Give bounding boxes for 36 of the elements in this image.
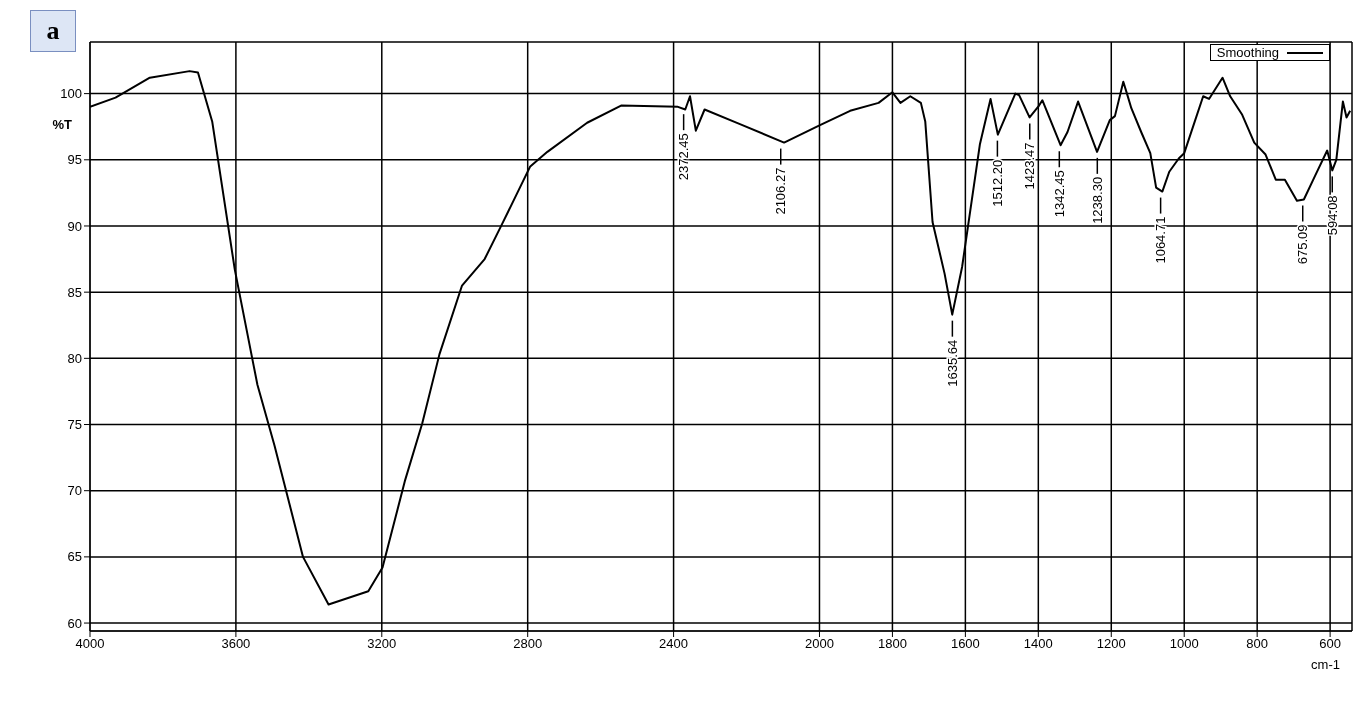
x-tick-label: 1000 xyxy=(1169,636,1199,652)
annotation: 1342.45 xyxy=(1051,170,1067,218)
x-tick-label: 2800 xyxy=(513,636,543,652)
y-tick-label: 70 xyxy=(67,483,82,499)
y-tick-label: 75 xyxy=(67,417,82,433)
y-tick-label: 85 xyxy=(67,284,82,300)
annotation: 1512.20 xyxy=(989,159,1005,207)
x-tick-label: 1200 xyxy=(1096,636,1126,652)
annotation: 1238.30 xyxy=(1089,176,1105,224)
y-tick-label: 90 xyxy=(67,218,82,234)
annotation: 1064.71 xyxy=(1153,216,1169,264)
y-tick-label: 65 xyxy=(67,549,82,565)
y-tick-label: 100 xyxy=(60,86,82,102)
x-tick-label: 1800 xyxy=(877,636,907,652)
legend-label: Smoothing xyxy=(1216,45,1279,60)
x-axis-title: cm-1 xyxy=(1311,657,1340,672)
x-tick-label: 4000 xyxy=(75,636,105,652)
x-tick-label: 3200 xyxy=(367,636,397,652)
annotation: 1635.64 xyxy=(944,339,960,387)
y-tick-label: 80 xyxy=(67,350,82,366)
text: a xyxy=(30,10,76,52)
x-tick-label: 1400 xyxy=(1023,636,1053,652)
x-tick-label: 3600 xyxy=(221,636,251,652)
x-tick-label: 2000 xyxy=(805,636,834,652)
annotation: 594.08 xyxy=(1324,195,1340,236)
annotation: 2372.45 xyxy=(676,133,692,181)
x-tick-label: 2400 xyxy=(659,636,689,652)
x-tick-label: 1600 xyxy=(950,636,980,652)
x-tick-label: 600 xyxy=(1319,636,1341,652)
x-tick-label: 800 xyxy=(1246,636,1269,652)
y-axis-title: %T xyxy=(52,117,73,133)
annotation: 2106.27 xyxy=(773,167,789,215)
annotation: 675.09 xyxy=(1295,224,1311,265)
y-tick-label: 60 xyxy=(67,615,82,631)
annotation: 1423.47 xyxy=(1022,142,1038,190)
y-tick-label: 95 xyxy=(67,152,82,168)
